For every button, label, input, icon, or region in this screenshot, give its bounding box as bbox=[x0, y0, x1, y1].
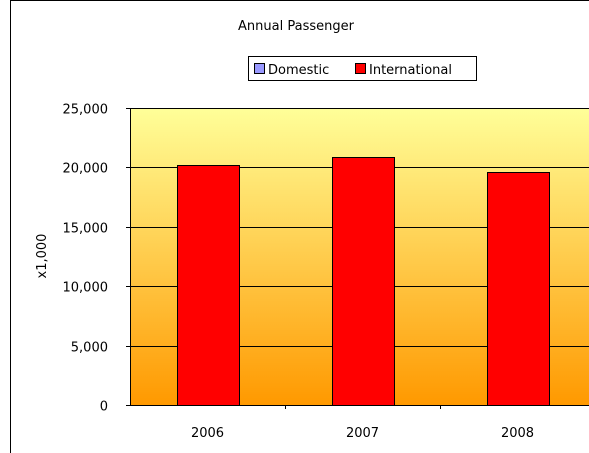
bar-international-2008 bbox=[487, 172, 550, 406]
bar-international-2007 bbox=[332, 157, 395, 406]
chart-border bbox=[10, 0, 589, 453]
legend-label-domestic: Domestic bbox=[268, 63, 329, 78]
bars bbox=[177, 157, 550, 406]
y-tick-label: 0 bbox=[100, 400, 108, 415]
y-tick-label: 20,000 bbox=[63, 162, 109, 177]
y-tick-label: 5,000 bbox=[71, 341, 108, 356]
x-tick-label: 2006 bbox=[191, 426, 224, 441]
bar-international-2006 bbox=[177, 165, 240, 406]
x-tick-label: 2007 bbox=[346, 426, 379, 441]
legend-swatch-domestic bbox=[254, 63, 265, 74]
chart-title: Annual Passenger bbox=[238, 19, 355, 34]
y-tick-label: 15,000 bbox=[63, 222, 109, 237]
x-axis-ticks: 2006 2007 2008 bbox=[191, 405, 534, 441]
legend: Domestic International bbox=[248, 56, 477, 81]
legend-swatch-international bbox=[355, 63, 366, 74]
y-axis-ticks: 0 5,000 10,000 15,000 20,000 25,000 bbox=[63, 103, 130, 415]
y-axis-title: x1,000 bbox=[35, 234, 50, 279]
y-tick-label: 25,000 bbox=[63, 103, 109, 118]
x-tick-label: 2008 bbox=[501, 426, 534, 441]
legend-label-international: International bbox=[369, 63, 452, 78]
y-tick-label: 10,000 bbox=[63, 281, 109, 296]
